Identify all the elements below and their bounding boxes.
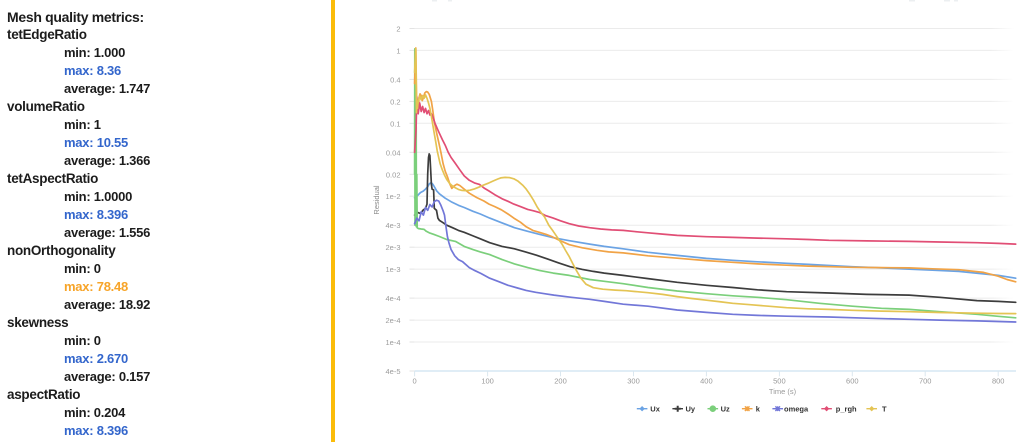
svg-text:4e-4: 4e-4 [385, 294, 400, 303]
svg-text:T: T [882, 405, 887, 414]
svg-text:1: 1 [396, 46, 400, 55]
svg-text:0.1: 0.1 [390, 119, 400, 128]
svg-text:0.04: 0.04 [386, 148, 401, 157]
svg-text:800: 800 [992, 377, 1005, 386]
svg-text:omega: omega [784, 405, 809, 414]
svg-text:100: 100 [481, 377, 494, 386]
svg-text:2: 2 [396, 25, 400, 34]
svg-text:200: 200 [554, 377, 567, 386]
svg-text:700: 700 [919, 377, 932, 386]
svg-text:400: 400 [700, 377, 713, 386]
svg-text:Ux: Ux [650, 405, 660, 414]
svg-text:Time (s): Time (s) [769, 387, 797, 396]
svg-text:0.02: 0.02 [386, 170, 401, 179]
svg-text:2e-4: 2e-4 [385, 316, 400, 325]
svg-text:4e-5: 4e-5 [385, 367, 400, 376]
svg-text:1e-4: 1e-4 [385, 338, 400, 347]
svg-text:1e-3: 1e-3 [385, 265, 400, 274]
svg-text:0.4: 0.4 [390, 75, 400, 84]
svg-text:600: 600 [846, 377, 859, 386]
svg-text:4e-3: 4e-3 [385, 221, 400, 230]
svg-text:k: k [756, 405, 761, 414]
svg-text:2e-3: 2e-3 [385, 243, 400, 252]
svg-text:Uz: Uz [721, 405, 730, 414]
svg-text:Residual: Residual [372, 185, 381, 215]
svg-text:Uy: Uy [686, 405, 696, 414]
svg-text:p_rgh: p_rgh [836, 405, 857, 414]
svg-text:1e-2: 1e-2 [385, 192, 400, 201]
svg-text:0.2: 0.2 [390, 97, 400, 106]
svg-text:0: 0 [413, 377, 417, 386]
svg-text:300: 300 [627, 377, 640, 386]
svg-text:500: 500 [773, 377, 786, 386]
